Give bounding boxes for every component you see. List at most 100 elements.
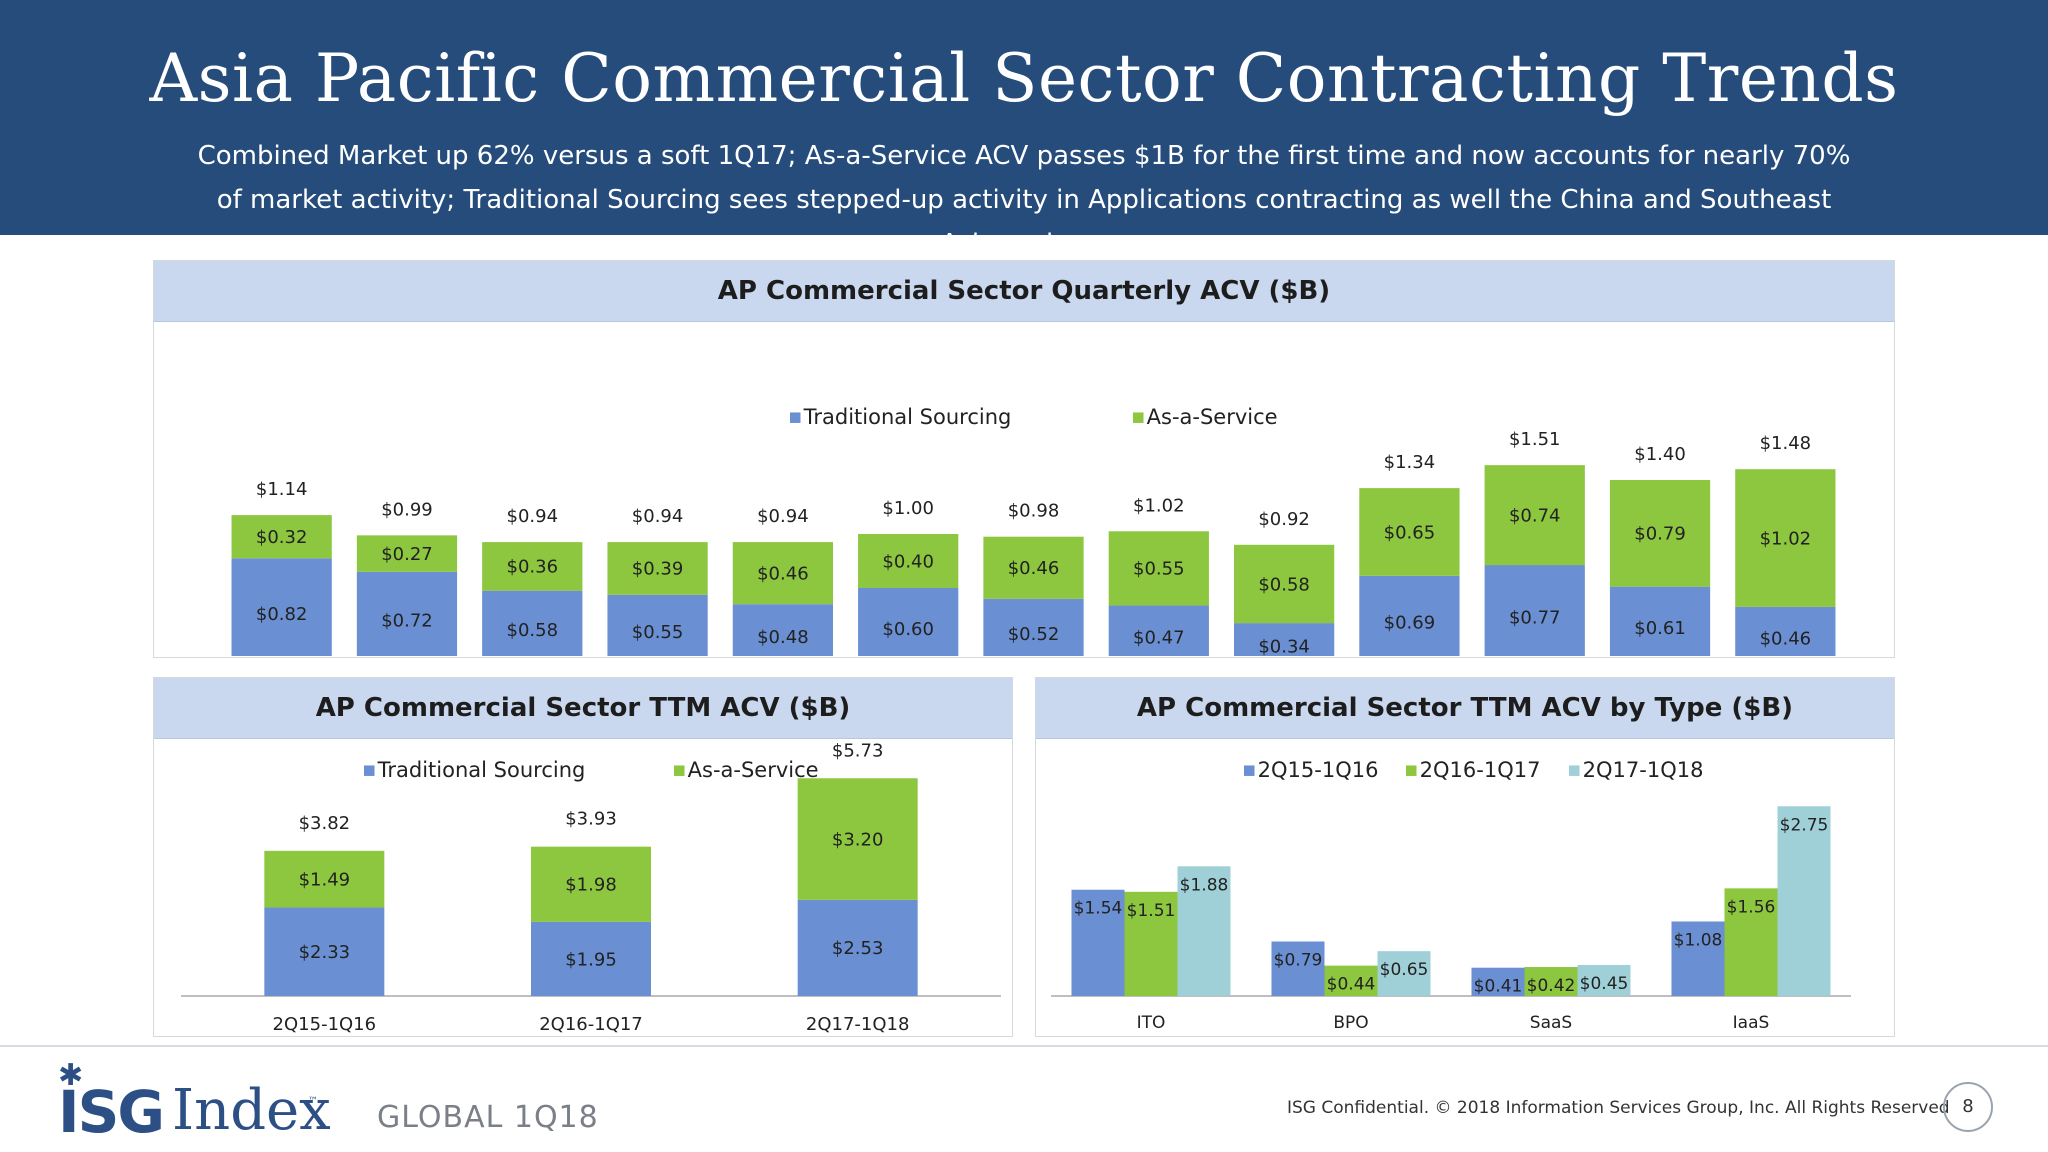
legend-swatch-0 — [1244, 765, 1255, 776]
bar-traditional-8 — [1233, 623, 1335, 656]
data-label-0-0: $0.82 — [256, 604, 308, 625]
bar-bpo-1 — [1324, 965, 1378, 996]
isg-logo-star-icon: ✱ — [58, 1058, 84, 1093]
ttm-by-type-title: AP Commercial Sector TTM ACV by Type ($B… — [1036, 678, 1894, 739]
data-label-saas-1: $0.42 — [1527, 976, 1576, 996]
ttm-acv-panel: AP Commercial Sector TTM ACV ($B) Tradit… — [153, 677, 1013, 1037]
confidential-notice: ISG Confidential. © 2018 Information Ser… — [1287, 1098, 1950, 1118]
data-label-1-9: $0.65 — [1384, 522, 1436, 543]
data-label-1-3: $0.39 — [632, 559, 684, 580]
legend-label-1: As-a-Service — [1147, 405, 1278, 429]
bar-aas-1 — [356, 535, 458, 572]
data-label-0-1: $0.72 — [381, 611, 433, 632]
footer-divider — [0, 1045, 2048, 1047]
data-label-1-12: $1.02 — [1760, 528, 1812, 549]
total-label-4: $0.94 — [757, 506, 809, 527]
data-label-0-8: $0.34 — [1258, 636, 1310, 656]
data-label-0-2: $2.53 — [832, 938, 884, 959]
data-label-0-12: $0.46 — [1760, 628, 1812, 649]
edition-label: GLOBAL 1Q18 — [377, 1100, 599, 1135]
page-number: 8 — [1943, 1082, 1993, 1132]
bar-traditional-7 — [1108, 605, 1209, 656]
bar-ito-1 — [1124, 891, 1178, 996]
data-label-iaas-0: $1.08 — [1674, 930, 1723, 950]
bar-aas-4 — [732, 542, 834, 605]
data-label-saas-2: $0.45 — [1580, 974, 1629, 994]
bar-aas-2 — [797, 778, 918, 900]
bar-aas-5 — [858, 534, 959, 588]
bar-iaas-0 — [1671, 921, 1725, 996]
total-label-5: $1.00 — [882, 498, 934, 519]
data-label-1-6: $0.46 — [1008, 558, 1060, 579]
legend-label-1: As-a-Service — [688, 758, 819, 782]
bar-traditional-2 — [797, 899, 918, 996]
total-label-7: $1.02 — [1133, 495, 1185, 516]
data-label-bpo-2: $0.65 — [1380, 960, 1429, 980]
total-label-6: $0.98 — [1008, 501, 1060, 522]
data-label-0-4: $0.48 — [757, 627, 809, 648]
bar-traditional-0 — [264, 907, 385, 996]
data-label-1-1: $1.98 — [565, 875, 617, 896]
bar-traditional-10 — [1484, 565, 1585, 656]
total-label-12: $1.48 — [1760, 433, 1812, 454]
data-label-1-4: $0.46 — [757, 563, 809, 584]
ttm-acv-title: AP Commercial Sector TTM ACV ($B) — [154, 678, 1012, 739]
data-label-0-9: $0.69 — [1384, 613, 1436, 634]
total-label-1: $0.99 — [381, 499, 433, 520]
data-label-ito-0: $1.54 — [1074, 899, 1123, 919]
data-label-1-2: $0.36 — [507, 557, 559, 578]
data-label-0-1: $1.95 — [565, 949, 617, 970]
total-label-1: $3.93 — [565, 809, 617, 830]
x-tick-label-0: ITO — [1137, 1013, 1166, 1033]
bar-aas-3 — [607, 542, 708, 595]
bar-traditional-9 — [1359, 575, 1460, 656]
data-label-0-3: $0.55 — [632, 622, 684, 643]
bar-aas-8 — [1233, 544, 1335, 624]
page-subtitle: Combined Market up 62% versus a soft 1Q1… — [197, 141, 1851, 259]
bar-traditional-3 — [607, 594, 708, 656]
data-label-1-10: $0.74 — [1509, 505, 1561, 526]
bar-aas-7 — [1108, 531, 1209, 606]
data-label-1-1: $0.27 — [381, 544, 433, 565]
data-label-1-5: $0.40 — [882, 551, 934, 572]
total-label-11: $1.40 — [1634, 444, 1686, 465]
total-label-0: $3.82 — [299, 813, 351, 834]
bar-traditional-6 — [983, 598, 1084, 656]
data-label-1-0: $1.49 — [299, 869, 351, 890]
bar-traditional-0 — [231, 558, 332, 656]
x-tick-label-2: SaaS — [1530, 1013, 1572, 1033]
data-label-saas-0: $0.41 — [1474, 977, 1523, 997]
bar-traditional-4 — [732, 604, 834, 656]
data-label-iaas-2: $2.75 — [1780, 815, 1829, 835]
x-tick-label-2: 2Q17-1Q18 — [806, 1014, 910, 1035]
legend-label-0: Traditional Sourcing — [377, 758, 586, 782]
bar-traditional-5 — [858, 588, 959, 656]
data-label-0-0: $2.33 — [299, 942, 351, 963]
total-label-9: $1.34 — [1384, 452, 1436, 473]
data-label-1-7: $0.55 — [1133, 559, 1185, 580]
data-label-ito-1: $1.51 — [1127, 901, 1176, 921]
legend-label-0: 2Q15-1Q16 — [1258, 758, 1379, 782]
bar-traditional-11 — [1609, 586, 1711, 656]
total-label-3: $0.94 — [632, 506, 684, 527]
legend-swatch-1 — [674, 765, 685, 776]
bar-traditional-12 — [1735, 606, 1836, 656]
data-label-ito-2: $1.88 — [1180, 875, 1229, 895]
bar-aas-10 — [1484, 465, 1585, 566]
data-label-bpo-1: $0.44 — [1327, 975, 1376, 995]
x-tick-label-3: IaaS — [1733, 1013, 1770, 1033]
data-label-0-7: $0.47 — [1133, 628, 1185, 649]
legend-swatch-0 — [364, 765, 375, 776]
bar-iaas-2 — [1777, 806, 1831, 996]
data-label-iaas-1: $1.56 — [1727, 897, 1776, 917]
bar-bpo-0 — [1271, 941, 1325, 996]
bar-aas-0 — [264, 850, 385, 908]
bar-aas-2 — [482, 542, 583, 591]
bar-aas-6 — [983, 536, 1084, 599]
bar-aas-11 — [1609, 480, 1711, 587]
data-label-0-2: $0.58 — [507, 620, 559, 641]
header-banner: Asia Pacific Commercial Sector Contracti… — [0, 0, 2048, 259]
quarterly-acv-title: AP Commercial Sector Quarterly ACV ($B) — [154, 261, 1894, 322]
data-label-0-11: $0.61 — [1634, 618, 1686, 639]
bar-aas-12 — [1735, 469, 1836, 607]
